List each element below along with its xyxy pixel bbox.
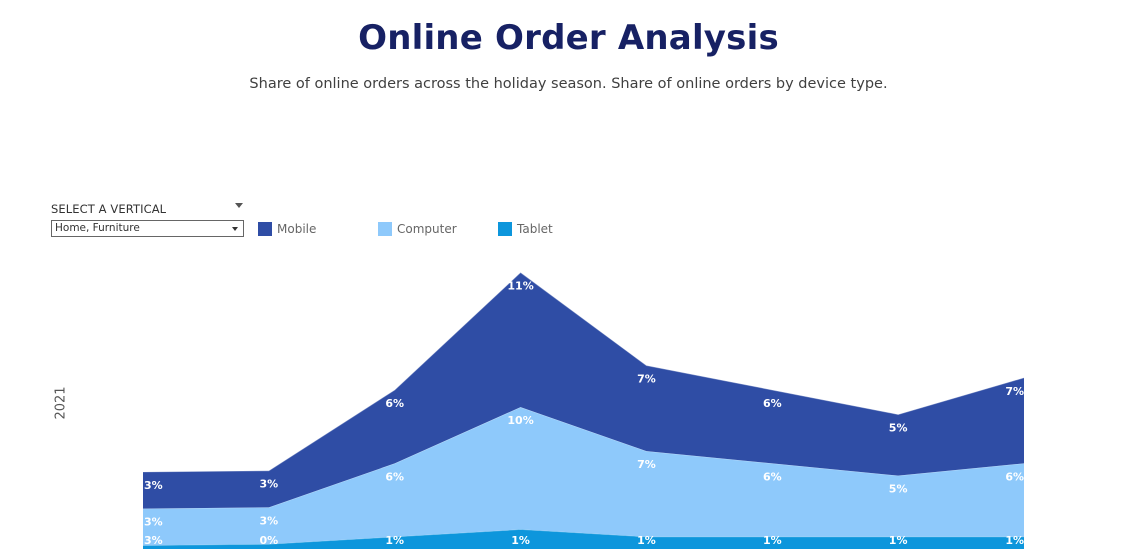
data-label-mobile: 3% xyxy=(144,479,163,492)
page-subtitle: Share of online orders across the holida… xyxy=(249,76,888,92)
data-label-tablet: 1% xyxy=(637,534,656,547)
data-label-computer: 3% xyxy=(144,516,163,529)
data-label-tablet: 1% xyxy=(511,534,530,547)
area-edge-mobile xyxy=(142,271,1025,473)
data-label-computer: 10% xyxy=(507,414,533,427)
legend-swatch-computer xyxy=(378,222,392,236)
vertical-select-value: Home, Furniture xyxy=(55,222,140,234)
data-label-computer: 6% xyxy=(385,470,404,483)
vertical-select[interactable]: Home, Furniture xyxy=(51,220,244,237)
data-label-mobile: 6% xyxy=(763,397,782,410)
data-label-computer: 3% xyxy=(260,514,279,527)
area-tablet xyxy=(143,529,1024,549)
legend-label-mobile: Mobile xyxy=(277,222,317,236)
data-label-computer: 5% xyxy=(889,483,908,496)
legend-item-computer[interactable]: Computer xyxy=(378,221,457,237)
legend-item-mobile[interactable]: Mobile xyxy=(258,221,316,237)
page-title: Online Order Analysis xyxy=(358,18,779,58)
data-label-mobile: 5% xyxy=(889,421,908,434)
data-label-mobile: 7% xyxy=(637,373,656,386)
legend-label-computer: Computer xyxy=(397,222,457,236)
data-label-tablet: 1% xyxy=(1005,534,1024,547)
data-label-computer: 6% xyxy=(1005,470,1024,483)
legend-label-tablet: Tablet xyxy=(517,222,553,236)
data-label-computer: 3% xyxy=(144,534,163,547)
filter-menu-arrow-icon[interactable] xyxy=(235,203,243,208)
vertical-filter-label: SELECT A VERTICAL xyxy=(51,202,167,216)
area-mobile xyxy=(143,272,1024,509)
data-label-mobile: 7% xyxy=(1005,385,1024,398)
legend-swatch-tablet xyxy=(498,222,512,236)
legend-item-tablet[interactable]: Tablet xyxy=(498,221,553,237)
data-label-tablet: 1% xyxy=(889,534,908,547)
data-label-tablet: 1% xyxy=(763,534,782,547)
data-label-tablet: 1% xyxy=(385,534,404,547)
chevron-down-icon xyxy=(232,227,238,231)
data-label-computer: 7% xyxy=(637,458,656,471)
data-label-mobile: 6% xyxy=(385,397,404,410)
data-label-computer: 0% xyxy=(260,534,279,547)
legend-swatch-mobile xyxy=(258,222,272,236)
data-label-computer: 6% xyxy=(763,470,782,483)
data-label-mobile: 11% xyxy=(507,280,533,293)
area-computer xyxy=(143,407,1024,546)
data-label-mobile: 3% xyxy=(260,478,279,491)
